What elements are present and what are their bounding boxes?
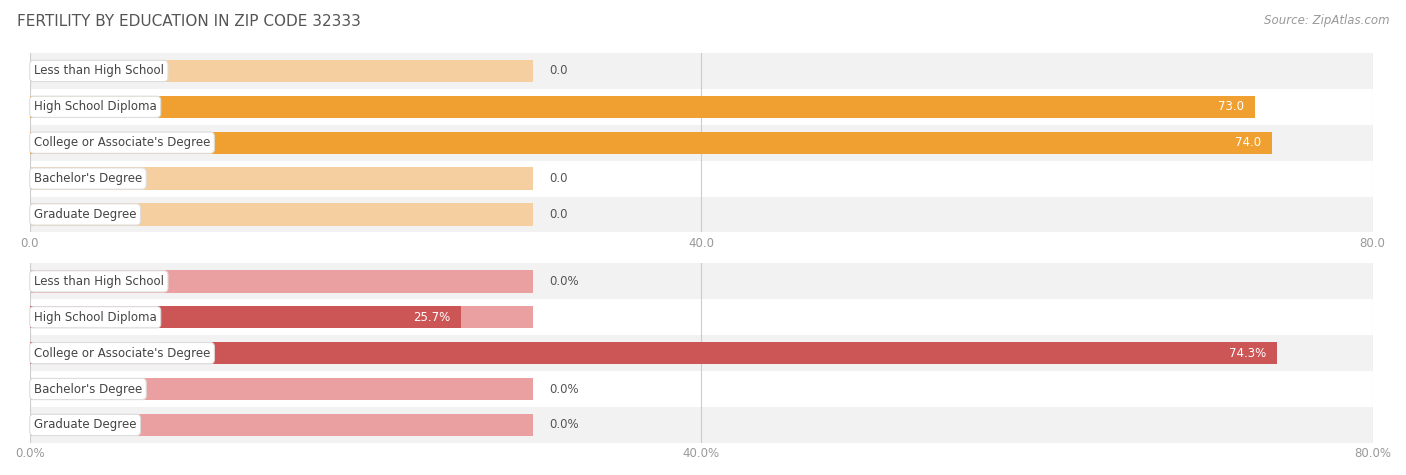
Text: 74.0: 74.0	[1234, 136, 1261, 149]
Text: Graduate Degree: Graduate Degree	[34, 208, 136, 221]
Text: 74.3%: 74.3%	[1229, 347, 1265, 360]
Text: 0.0%: 0.0%	[550, 382, 579, 396]
Bar	[30, 161, 1372, 197]
Text: Source: ZipAtlas.com: Source: ZipAtlas.com	[1264, 14, 1389, 27]
Bar	[30, 335, 1372, 371]
Text: 0.0: 0.0	[550, 172, 568, 185]
Text: High School Diploma: High School Diploma	[34, 311, 156, 324]
Text: Less than High School: Less than High School	[34, 275, 165, 288]
Text: 0.0: 0.0	[550, 208, 568, 221]
Bar	[30, 95, 1256, 118]
Text: Graduate Degree: Graduate Degree	[34, 418, 136, 431]
Bar	[30, 203, 533, 226]
Text: College or Associate's Degree: College or Associate's Degree	[34, 347, 211, 360]
Bar	[30, 60, 533, 82]
Bar	[30, 306, 461, 328]
Bar	[30, 306, 533, 328]
Bar	[30, 414, 533, 436]
Bar	[30, 132, 1272, 154]
Text: Bachelor's Degree: Bachelor's Degree	[34, 172, 142, 185]
Text: Less than High School: Less than High School	[34, 65, 165, 77]
Bar	[30, 132, 533, 154]
Bar	[30, 264, 1372, 299]
Text: 0.0%: 0.0%	[550, 275, 579, 288]
Bar	[30, 342, 533, 364]
Bar	[30, 407, 1372, 443]
Text: 0.0: 0.0	[550, 65, 568, 77]
Text: 25.7%: 25.7%	[413, 311, 450, 324]
Bar	[30, 371, 1372, 407]
Bar	[30, 89, 1372, 125]
Text: 73.0: 73.0	[1218, 100, 1244, 114]
Text: Bachelor's Degree: Bachelor's Degree	[34, 382, 142, 396]
Bar	[30, 378, 533, 400]
Bar	[30, 125, 1372, 161]
Text: College or Associate's Degree: College or Associate's Degree	[34, 136, 211, 149]
Bar	[30, 342, 1277, 364]
Bar	[30, 168, 533, 190]
Text: FERTILITY BY EDUCATION IN ZIP CODE 32333: FERTILITY BY EDUCATION IN ZIP CODE 32333	[17, 14, 361, 29]
Bar	[30, 95, 533, 118]
Text: 0.0%: 0.0%	[550, 418, 579, 431]
Bar	[30, 270, 533, 293]
Bar	[30, 197, 1372, 232]
Text: High School Diploma: High School Diploma	[34, 100, 156, 114]
Bar	[30, 299, 1372, 335]
Bar	[30, 53, 1372, 89]
